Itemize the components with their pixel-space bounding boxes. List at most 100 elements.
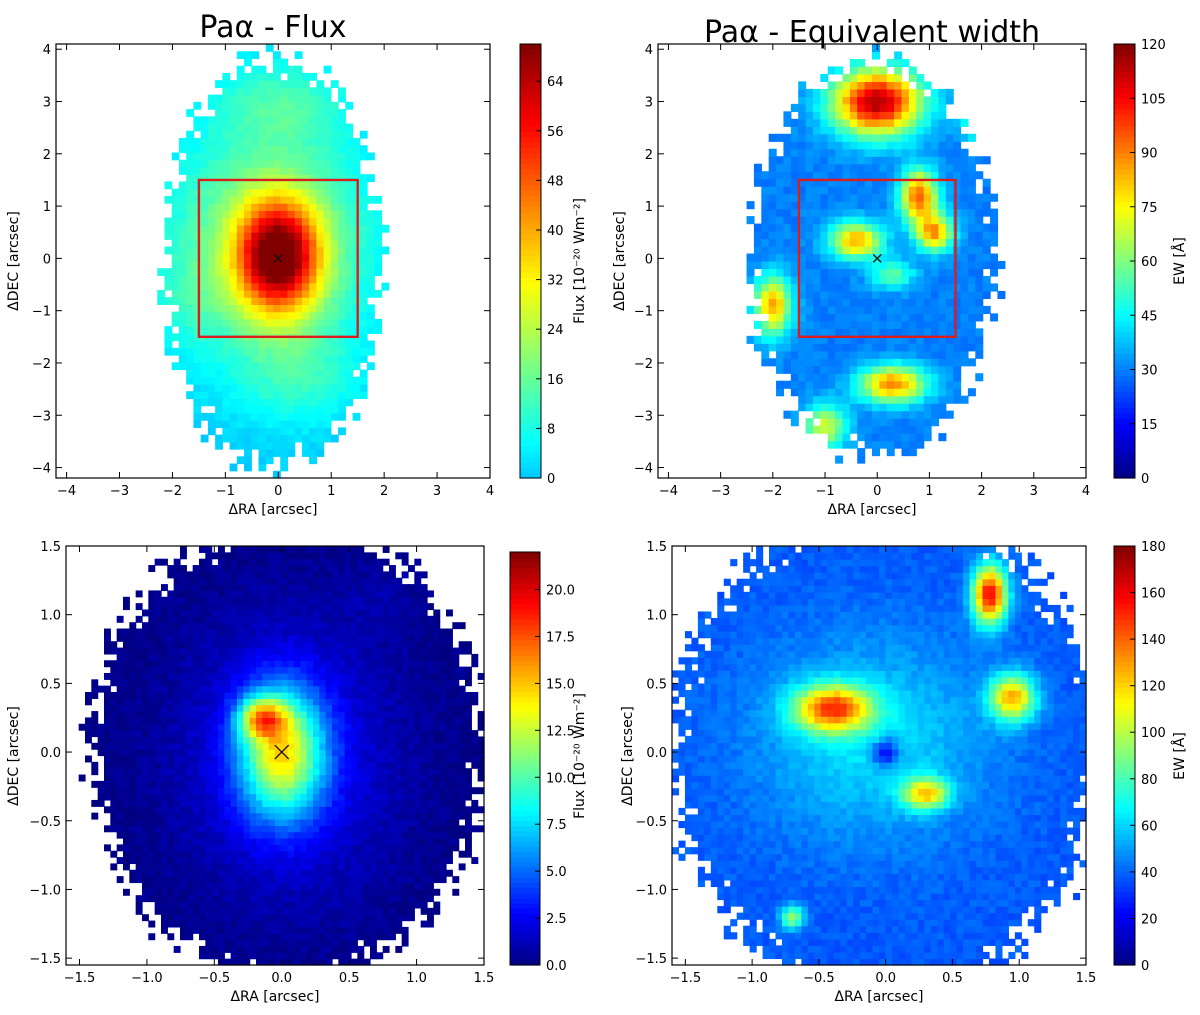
heatmap-cell <box>338 311 346 320</box>
heatmap-cell <box>294 939 301 947</box>
heatmap-cell <box>178 166 187 175</box>
heatmap-cell <box>142 749 149 757</box>
heatmap-cell <box>178 246 187 255</box>
heatmap-cell <box>178 210 187 219</box>
heatmap-cell <box>161 717 168 725</box>
heatmap-cell <box>236 109 245 117</box>
heatmap-cell <box>281 825 289 833</box>
heatmap-cell <box>306 933 314 941</box>
heatmap-cell <box>230 552 238 560</box>
heatmap-cell <box>123 730 130 738</box>
heatmap-cell <box>193 318 202 327</box>
heatmap-cell <box>908 335 917 344</box>
heatmap-cell <box>798 403 807 412</box>
heatmap-cell <box>265 44 274 52</box>
heatmap-cell <box>790 388 799 397</box>
heatmap-cell <box>287 174 296 183</box>
heatmap-cell <box>953 380 962 389</box>
heatmap-cell <box>129 622 137 630</box>
heatmap-cell <box>323 340 332 349</box>
heatmap-cell <box>294 634 301 642</box>
heatmap-cell <box>207 145 216 154</box>
heatmap-cell <box>78 723 86 731</box>
heatmap-cell <box>901 290 910 300</box>
heatmap-cell <box>192 831 200 839</box>
heatmap-cell <box>229 123 238 132</box>
heatmap-cell <box>281 876 289 884</box>
heatmap-cell <box>294 672 301 680</box>
heatmap-cell <box>224 552 232 560</box>
heatmap-cell <box>805 418 814 427</box>
heatmap-cell <box>886 410 895 419</box>
heatmap-cell <box>281 857 289 865</box>
heatmap-cell <box>916 275 925 285</box>
heatmap-cell <box>230 742 238 750</box>
heatmap-cell <box>244 174 252 183</box>
heatmap-cell <box>374 318 383 327</box>
heatmap-cell <box>215 152 223 161</box>
heatmap-cell <box>746 275 755 285</box>
heatmap-cell <box>931 246 940 255</box>
heatmap-cell <box>180 634 187 642</box>
heatmap-cell <box>273 51 281 60</box>
heatmap-cell <box>294 793 301 801</box>
heatmap-cell <box>316 355 325 363</box>
heatmap-cell <box>244 275 252 284</box>
heatmap-cell <box>923 193 932 202</box>
heatmap-cell <box>294 304 303 313</box>
heatmap-cell <box>186 666 194 674</box>
heatmap-cell <box>222 116 231 125</box>
heatmap-cell <box>237 584 244 592</box>
heatmap-cell <box>872 148 880 157</box>
heatmap-cell <box>222 72 231 81</box>
colorbar-segment <box>1114 136 1135 143</box>
heatmap-cell <box>287 546 295 553</box>
heatmap-cell <box>849 216 858 225</box>
heatmap-cell <box>886 261 895 270</box>
heatmap-cell <box>186 340 195 349</box>
heatmap-cell <box>790 178 799 187</box>
colorbar-segment <box>520 152 541 159</box>
heatmap-cell <box>186 844 194 852</box>
heatmap-cell <box>85 755 92 763</box>
heatmap-cell <box>205 850 213 858</box>
heatmap-cell <box>894 290 903 300</box>
heatmap-cell <box>268 730 276 738</box>
heatmap-cell <box>287 622 295 630</box>
heatmap-cell <box>306 736 314 744</box>
heatmap-cell <box>211 787 219 795</box>
plot-frame-ew-overview <box>657 43 1087 479</box>
heatmap-cell <box>827 261 836 270</box>
heatmap-cell <box>280 87 289 96</box>
heatmap-cell <box>330 217 339 226</box>
heatmap-cell <box>864 290 873 300</box>
heatmap-cell <box>218 742 225 750</box>
heatmap-cell <box>161 596 168 604</box>
heatmap-cell <box>218 825 225 833</box>
heatmap-cell <box>236 289 245 298</box>
heatmap-cell <box>280 456 289 465</box>
heatmap-cell <box>916 380 925 389</box>
heatmap-cell <box>167 901 175 909</box>
heatmap-cell <box>186 622 194 630</box>
heatmap-cell <box>938 388 947 397</box>
heatmap-cell <box>142 711 149 719</box>
heatmap-cell <box>768 328 777 337</box>
heatmap-cell <box>180 749 187 757</box>
heatmap-cell <box>338 232 346 240</box>
heatmap-cell <box>218 945 225 953</box>
heatmap-cell <box>268 952 276 960</box>
colorbar-segment <box>1114 49 1135 56</box>
heatmap-cell <box>116 749 124 757</box>
heatmap-cell <box>273 181 281 190</box>
heatmap-cell <box>207 188 216 197</box>
heatmap-cell <box>309 405 317 414</box>
heatmap-cell <box>192 850 200 858</box>
heatmap-cell <box>306 558 314 566</box>
heatmap-cell <box>173 584 181 592</box>
heatmap-cell <box>842 238 851 247</box>
heatmap-cell <box>211 939 219 947</box>
heatmap-cell <box>849 126 858 135</box>
heatmap-cell <box>207 347 216 356</box>
heatmap-cell <box>193 217 202 226</box>
